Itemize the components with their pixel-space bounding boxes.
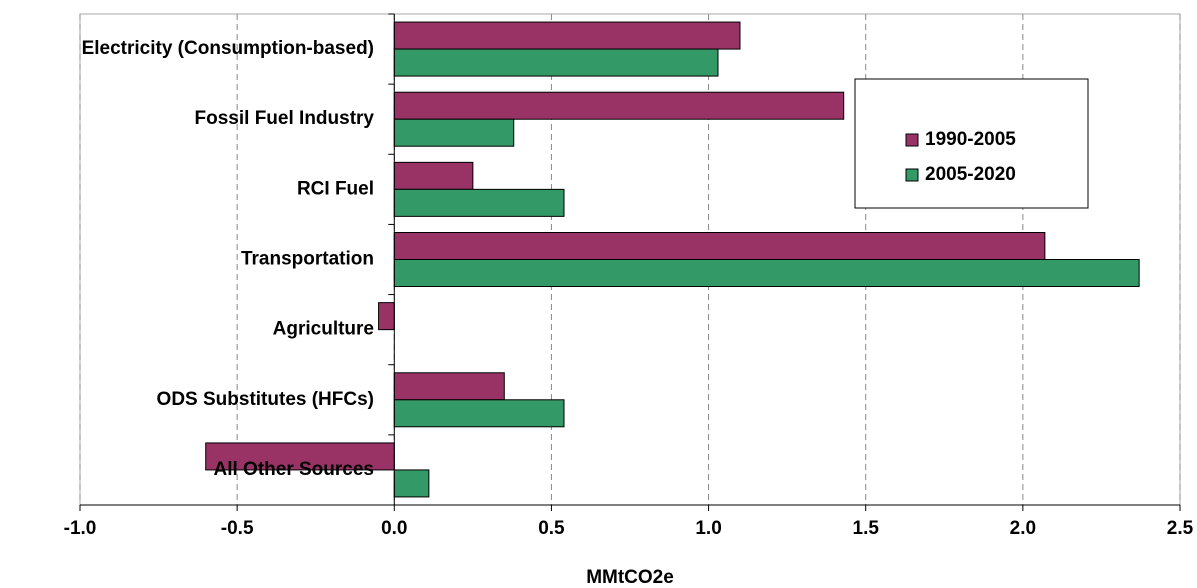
bar: [393, 372, 505, 401]
bar: [205, 442, 395, 471]
bar: [393, 118, 515, 147]
bar: [393, 188, 565, 217]
legend-swatch: [905, 168, 919, 182]
y-tick-label: Fossil Fuel Industry: [195, 108, 375, 129]
x-tick-label: 2.0: [1010, 518, 1036, 539]
y-tick-label: Agriculture: [273, 319, 374, 340]
bar: [393, 259, 1140, 288]
legend-box: [854, 78, 1089, 209]
bar: [393, 21, 741, 50]
y-tick-label: Transportation: [241, 249, 374, 270]
legend-label: 2005-2020: [925, 164, 1016, 185]
x-axis-label: MMtCO2e: [586, 567, 674, 588]
x-tick-label: -1.0: [64, 518, 97, 539]
y-tick-label: Electricity (Consumption-based): [82, 38, 374, 59]
bar: [393, 91, 845, 120]
bar: [378, 302, 395, 331]
bar: [393, 48, 719, 77]
x-tick-label: -0.5: [221, 518, 254, 539]
legend-label: 1990-2005: [925, 129, 1016, 150]
x-tick-label: 2.5: [1167, 518, 1194, 539]
bar: [393, 469, 430, 498]
bar: [393, 399, 565, 428]
x-tick-label: 1.0: [695, 518, 721, 539]
bar: [393, 231, 1046, 260]
x-tick-label: 0.0: [381, 518, 407, 539]
x-tick-label: 1.5: [853, 518, 880, 539]
legend-swatch: [905, 133, 919, 147]
y-tick-label: ODS Substitutes (HFCs): [157, 389, 374, 410]
y-tick-label: All Other Sources: [214, 459, 375, 480]
bar: [393, 161, 474, 190]
x-tick-label: 0.5: [538, 518, 565, 539]
y-tick-label: RCI Fuel: [297, 178, 374, 199]
